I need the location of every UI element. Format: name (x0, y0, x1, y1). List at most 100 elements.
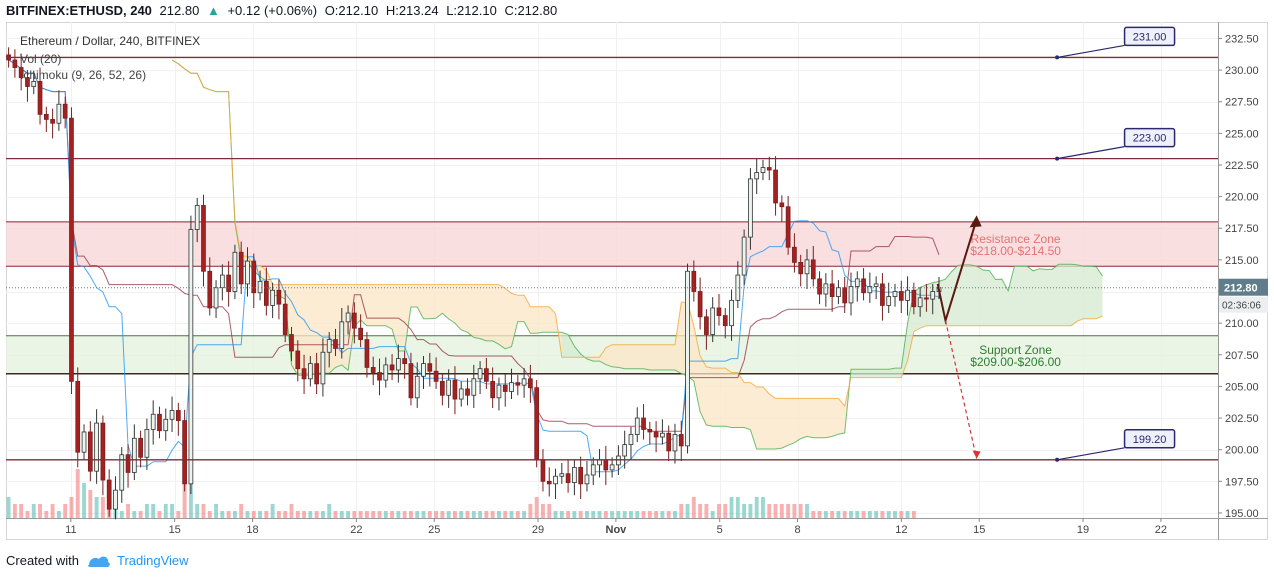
candle-body (729, 299, 734, 327)
callout-anchor-dot (1055, 156, 1060, 161)
resistance-zone (6, 221, 1218, 267)
candle-body (62, 103, 68, 119)
candle-body (565, 473, 571, 483)
tradingview-link[interactable]: TradingView (116, 553, 189, 568)
volume-bar (38, 504, 42, 518)
created-with-label: Created with (6, 553, 79, 568)
candle-body (873, 283, 879, 287)
candle-body (716, 307, 722, 316)
volume-bar (748, 504, 753, 518)
price-tick-label: 205.00 (1225, 381, 1259, 393)
zone-range-label: $218.00-$214.50 (970, 244, 1061, 258)
candle-body (502, 384, 508, 392)
candle-body (81, 431, 87, 453)
candle-body (590, 464, 596, 476)
volume-bar (119, 511, 124, 518)
volume-bar (264, 511, 269, 518)
volume-bar (490, 511, 495, 518)
volume-bar (528, 504, 533, 518)
ichimoku-legend[interactable]: Ichimoku (9, 26, 52, 26) (20, 68, 147, 82)
time-tick-label: 22 (1155, 524, 1167, 536)
volume-bar (251, 511, 256, 518)
volume-bar (553, 511, 558, 518)
candle-body (358, 327, 363, 340)
ohlc-open: O:212.10 (324, 3, 379, 18)
candle-body (270, 289, 275, 306)
volume-bar (396, 511, 401, 518)
candle-body (352, 312, 357, 329)
volume-bar (503, 511, 508, 518)
volume-bar (478, 511, 483, 518)
candle-body (584, 474, 590, 485)
candle-body (496, 384, 502, 399)
chart-title: Ethereum / Dollar, 240, BITFINEX (20, 34, 201, 48)
candle-body (31, 81, 37, 87)
price-tick-label: 232.50 (1225, 33, 1259, 45)
volume-bar (629, 511, 633, 518)
candle-body (792, 246, 797, 263)
volume-bar (82, 483, 86, 518)
price-tick-label: 230.00 (1225, 65, 1259, 77)
bullish-arrowhead (969, 215, 982, 228)
price-tick-label: 225.00 (1225, 128, 1259, 140)
candle-body (691, 270, 697, 292)
volume-bar (817, 511, 822, 518)
candle-body (257, 280, 263, 294)
candle-body (12, 59, 18, 68)
candle-body (490, 380, 496, 399)
callout-pointer (1056, 146, 1125, 160)
volume-bar (823, 511, 828, 518)
volume-bar (214, 504, 219, 518)
volume-bar (427, 511, 432, 518)
symbol-label[interactable]: BITFINEX:ETHUSD, 240 (6, 3, 152, 18)
volume-bar (893, 511, 897, 518)
candle-body (785, 206, 791, 248)
candle-body (521, 378, 527, 386)
candle-body (25, 77, 30, 87)
candle-body (484, 368, 489, 382)
volume-bar (610, 511, 615, 518)
candle-body (232, 251, 238, 292)
level-callout-label: 231.00 (1133, 31, 1167, 43)
volume-bar (484, 511, 489, 518)
volume-bar (867, 511, 872, 518)
candle-body (685, 270, 690, 447)
candle-body (396, 358, 401, 371)
volume-bar (710, 511, 715, 518)
level-callout-label: 223.00 (1133, 133, 1167, 145)
candle-body (106, 479, 112, 510)
ichimoku-span-b (171, 59, 1103, 408)
candle-body (427, 363, 433, 372)
volume-bar (673, 511, 677, 518)
volume-bar (654, 511, 659, 518)
volume-bar (195, 504, 200, 518)
ichimoku-cloud (587, 302, 851, 449)
volume-bar (377, 511, 382, 518)
candle-body (440, 380, 445, 396)
callout-pointer (1056, 44, 1125, 59)
price-chart[interactable]: Resistance Zone$218.00-$214.50 Support Zo… (6, 22, 1268, 540)
candle-body (823, 283, 829, 295)
volume-bar (880, 511, 885, 518)
volume-bar (440, 511, 445, 518)
candle-body (509, 382, 514, 392)
candle-body (622, 444, 628, 457)
candle-body (672, 434, 678, 452)
candle-body (150, 413, 156, 430)
chart-area[interactable]: Resistance Zone $218.00-$214.50 Support Zo… (6, 22, 1268, 540)
candle-body (194, 205, 200, 230)
volume-bar (691, 497, 696, 518)
candle-body (710, 307, 716, 335)
countdown-tag (1219, 296, 1268, 313)
candle-body (43, 113, 49, 120)
volume-legend[interactable]: Vol (20) (20, 52, 62, 66)
volume-bar (559, 511, 564, 518)
candle-body (641, 417, 646, 430)
candle-body (546, 480, 552, 485)
volume-bar (421, 511, 426, 518)
candle-body (810, 259, 816, 280)
volume-bar (50, 504, 55, 518)
candle-body (56, 103, 62, 124)
candle-body (528, 378, 533, 389)
candle-body (119, 454, 125, 491)
